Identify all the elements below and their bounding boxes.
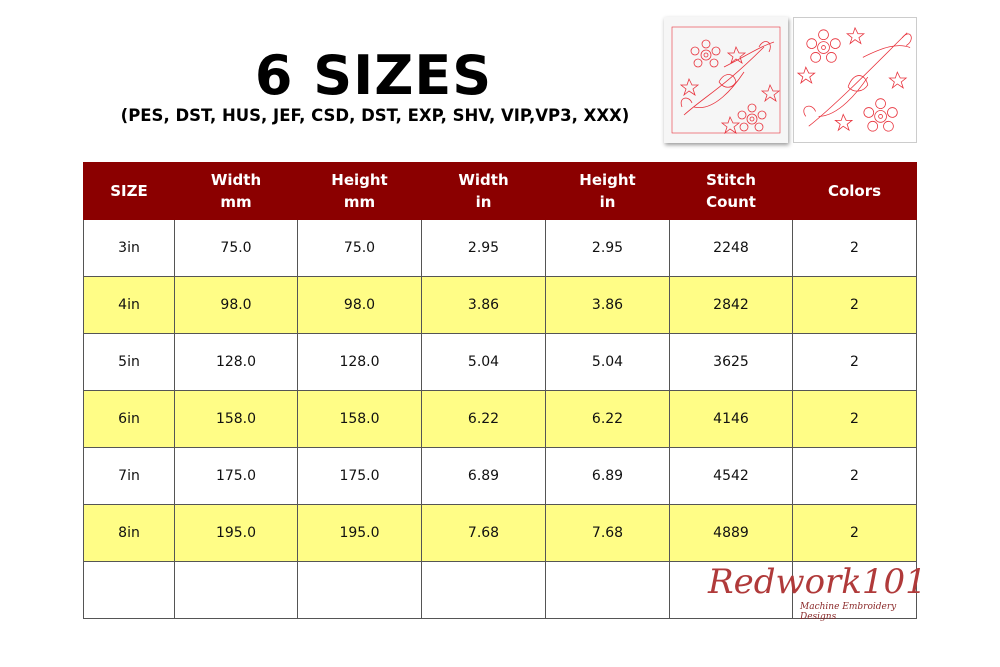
table-cell: 4in <box>83 276 175 334</box>
table-cell: 8in <box>83 504 175 562</box>
table-row: 7in 175.0 175.0 6.89 6.89 4542 2 <box>83 447 917 505</box>
table-cell: 6.22 <box>421 390 546 448</box>
table-cell <box>421 561 546 619</box>
col-header-colors: Colors <box>792 162 917 220</box>
table-cell: 5.04 <box>421 333 546 391</box>
table-cell: 128.0 <box>174 333 298 391</box>
table-cell <box>545 561 670 619</box>
embroidery-design-image <box>671 26 781 135</box>
table-cell: 2 <box>792 447 917 505</box>
table-cell: 7in <box>83 447 175 505</box>
table-row: 3in 75.0 75.0 2.95 2.95 2248 2 <box>83 219 917 277</box>
sizes-table: SIZE Width mm Height mm Width in Height in S… <box>83 162 917 619</box>
table-cell: 2248 <box>669 219 793 277</box>
table-cell <box>83 561 175 619</box>
table-cell: 128.0 <box>297 333 422 391</box>
table-cell: 158.0 <box>297 390 422 448</box>
table-cell: 7.68 <box>421 504 546 562</box>
table-row: 4in 98.0 98.0 3.86 3.86 2842 2 <box>83 276 917 334</box>
logo-tagline: Machine Embroidery Designs <box>800 602 897 622</box>
page-title: 6 SIZES <box>254 44 493 107</box>
col-header-stitch-count: Stitch Count <box>669 162 793 220</box>
design-preview-plain <box>793 17 917 143</box>
design-preview-framed <box>664 17 788 143</box>
col-header-width-mm: Width mm <box>174 162 298 220</box>
table-cell: 2 <box>792 390 917 448</box>
table-cell: 75.0 <box>174 219 298 277</box>
table-cell: 6in <box>83 390 175 448</box>
table-cell: 6.22 <box>545 390 670 448</box>
col-header-height-in: Height in <box>545 162 670 220</box>
table-cell: 2 <box>792 276 917 334</box>
formats-subtitle: (PES, DST, HUS, JEF, CSD, DST, EXP, SHV,… <box>120 106 630 125</box>
table-cell: 175.0 <box>297 447 422 505</box>
table-cell <box>297 561 422 619</box>
table-cell: 4542 <box>669 447 793 505</box>
table-cell: 3.86 <box>545 276 670 334</box>
table-cell: 3.86 <box>421 276 546 334</box>
logo-name: Redwork101 <box>708 562 927 602</box>
table-cell: 175.0 <box>174 447 298 505</box>
table-cell <box>174 561 298 619</box>
table-row: 5in 128.0 128.0 5.04 5.04 3625 2 <box>83 333 917 391</box>
table-cell: 158.0 <box>174 390 298 448</box>
table-cell: 2842 <box>669 276 793 334</box>
embroidery-design-image <box>796 26 912 132</box>
col-header-width-in: Width in <box>421 162 546 220</box>
table-cell: 2.95 <box>545 219 670 277</box>
table-row: 6in 158.0 158.0 6.22 6.22 4146 2 <box>83 390 917 448</box>
table-cell: 3in <box>83 219 175 277</box>
col-header-size: SIZE <box>83 162 175 220</box>
table-cell <box>669 561 793 619</box>
table-cell: 98.0 <box>174 276 298 334</box>
table-cell: 195.0 <box>297 504 422 562</box>
redwork101-logo: Redwork101 Machine Embroidery Designs <box>700 562 927 622</box>
table-cell: 98.0 <box>297 276 422 334</box>
table-header-row: SIZE Width mm Height mm Width in Height in S… <box>83 162 917 220</box>
table-cell: 6.89 <box>421 447 546 505</box>
table-row <box>83 561 917 619</box>
table-cell: 4889 <box>669 504 793 562</box>
table-cell: 195.0 <box>174 504 298 562</box>
table-cell: 2 <box>792 333 917 391</box>
table-cell: 7.68 <box>545 504 670 562</box>
table-cell: 5in <box>83 333 175 391</box>
col-header-height-mm: Height mm <box>297 162 422 220</box>
table-cell: 3625 <box>669 333 793 391</box>
table-cell: 4146 <box>669 390 793 448</box>
table-cell: 75.0 <box>297 219 422 277</box>
table-cell: 5.04 <box>545 333 670 391</box>
table-cell: 2 <box>792 504 917 562</box>
table-cell: 2.95 <box>421 219 546 277</box>
table-cell: 6.89 <box>545 447 670 505</box>
table-cell: 2 <box>792 219 917 277</box>
table-row: 8in 195.0 195.0 7.68 7.68 4889 2 <box>83 504 917 562</box>
table-cell <box>792 561 917 619</box>
